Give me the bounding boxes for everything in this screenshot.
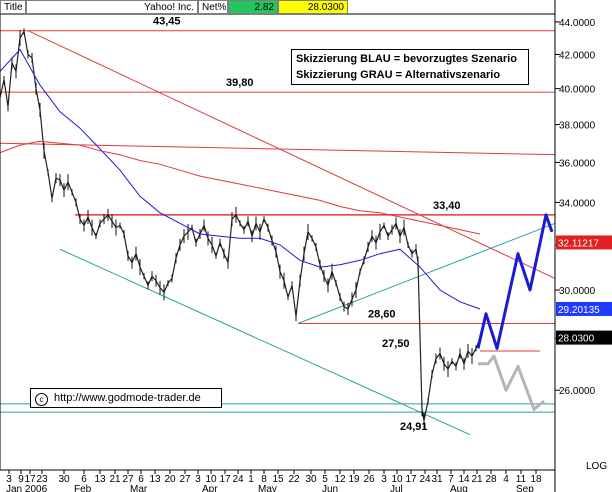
x-day-label: 10 — [205, 474, 217, 485]
legend-gray-scenario: Skizzierung GRAU = Alternativszenario — [296, 69, 501, 81]
x-day-label: 5 — [322, 474, 328, 485]
scenario-legend: Skizzierung BLAU = bevorzugtes Szenario … — [291, 49, 529, 85]
x-day-label: 24 — [232, 474, 244, 485]
legend-blue-scenario: Skizzierung BLAU = bevorzugtes Szenario — [296, 53, 517, 65]
price-tag-box — [556, 330, 612, 345]
x-day-label: 3 — [381, 474, 387, 485]
x-day-label: 28 — [485, 474, 497, 485]
last-price-value: 28.0300 — [278, 0, 348, 14]
x-day-label: 30 — [305, 474, 317, 485]
x-day-label: 17 — [405, 474, 417, 485]
trend-line-red — [0, 142, 556, 156]
x-month-label: Apr — [202, 484, 218, 492]
title-cell[interactable]: Title — [0, 0, 26, 14]
level-label: 39,80 — [226, 77, 254, 89]
scenario-blue-path — [476, 213, 554, 350]
scenario-gray-path — [478, 354, 545, 411]
copyright-icon: c — [35, 393, 48, 406]
x-day-label: 31 — [431, 474, 443, 485]
x-day-label: 24 — [419, 474, 431, 485]
x-day-label: 30 — [58, 474, 70, 485]
price-tag-label: 28.0300 — [558, 334, 595, 345]
watermark-url: http://www.godmode-trader.de — [54, 392, 201, 404]
x-day-label: 4 — [503, 474, 509, 485]
y-tick-label: 30.0000 — [559, 286, 596, 297]
x-month-label: Sep — [516, 484, 534, 492]
level-label: 24,91 — [400, 421, 428, 433]
x-day-label: 15 — [272, 474, 284, 485]
x-day-label: 19 — [348, 474, 360, 485]
x-day-label: 20 — [164, 474, 176, 485]
y-tick-label: 34.0000 — [559, 198, 596, 209]
x-day-label: 17 — [219, 474, 231, 485]
x-month-label: Jul — [390, 484, 403, 492]
watermark: c http://www.godmode-trader.de — [30, 388, 222, 408]
x-day-label: 22 — [288, 474, 300, 485]
log-scale-label: LOG — [586, 461, 607, 472]
x-month-label: Feb — [74, 484, 92, 492]
x-day-label: 12 — [334, 474, 346, 485]
x-day-label: 11 — [516, 474, 527, 485]
y-tick-label: 44.0000 — [559, 18, 596, 29]
trend-line-red — [27, 30, 556, 279]
x-month-label: May — [258, 484, 277, 492]
trend-line-teal — [297, 222, 556, 324]
moving-average-long — [0, 140, 481, 235]
net-change-value: 2.82 — [228, 0, 278, 14]
y-tick-label: 40.0000 — [559, 85, 596, 96]
x-day-label: 6 — [81, 474, 87, 485]
y-tick-label: 26.0000 — [559, 386, 596, 397]
x-day-label: 6 — [138, 474, 144, 485]
y-tick-label: 38.0000 — [559, 121, 596, 132]
trend-line-teal — [59, 248, 471, 436]
level-label: 27,50 — [382, 338, 410, 350]
x-day-label: 3 — [195, 474, 201, 485]
x-day-label: 3 — [6, 474, 12, 485]
net-percent-label: Net% — [198, 0, 228, 14]
x-day-label: 26 — [363, 474, 375, 485]
x-day-label: 21 — [109, 474, 121, 485]
x-day-label: 10 — [391, 474, 403, 485]
moving-average-short — [0, 48, 481, 310]
x-month-label: Aug — [450, 484, 468, 492]
y-tick-label: 36.0000 — [559, 158, 596, 169]
x-day-label: 14 — [458, 474, 470, 485]
x-month-label: Jan 2006 — [6, 484, 48, 492]
y-tick-label: 42.0000 — [559, 50, 596, 61]
x-month-label: Mar — [130, 484, 148, 492]
x-day-label: 27 — [179, 474, 191, 485]
x-day-label: 7 — [448, 474, 454, 485]
price-tag-box — [556, 235, 612, 250]
price-tag-label: 29.20135 — [558, 305, 600, 316]
x-day-label: 18 — [530, 474, 542, 485]
level-label: 28,60 — [368, 309, 396, 321]
price-tag-label: 32.11217 — [558, 238, 599, 249]
x-day-label: 9 — [18, 474, 24, 485]
x-day-label: 21 — [471, 474, 483, 485]
x-day-label: 23 — [36, 474, 48, 485]
level-label: 33,40 — [433, 200, 461, 212]
instrument-name: Yahoo! Inc. — [26, 0, 198, 14]
price-tag-box — [556, 301, 612, 316]
price-series — [0, 29, 481, 421]
x-month-label: Jun — [322, 484, 338, 492]
x-day-label: 13 — [94, 474, 106, 485]
x-day-label: 1 — [248, 474, 254, 485]
x-day-label: 17 — [24, 474, 36, 485]
x-day-label: 13 — [149, 474, 161, 485]
x-day-label: 27 — [122, 474, 134, 485]
x-day-label: 8 — [261, 474, 267, 485]
level-label: 43,45 — [153, 16, 181, 28]
